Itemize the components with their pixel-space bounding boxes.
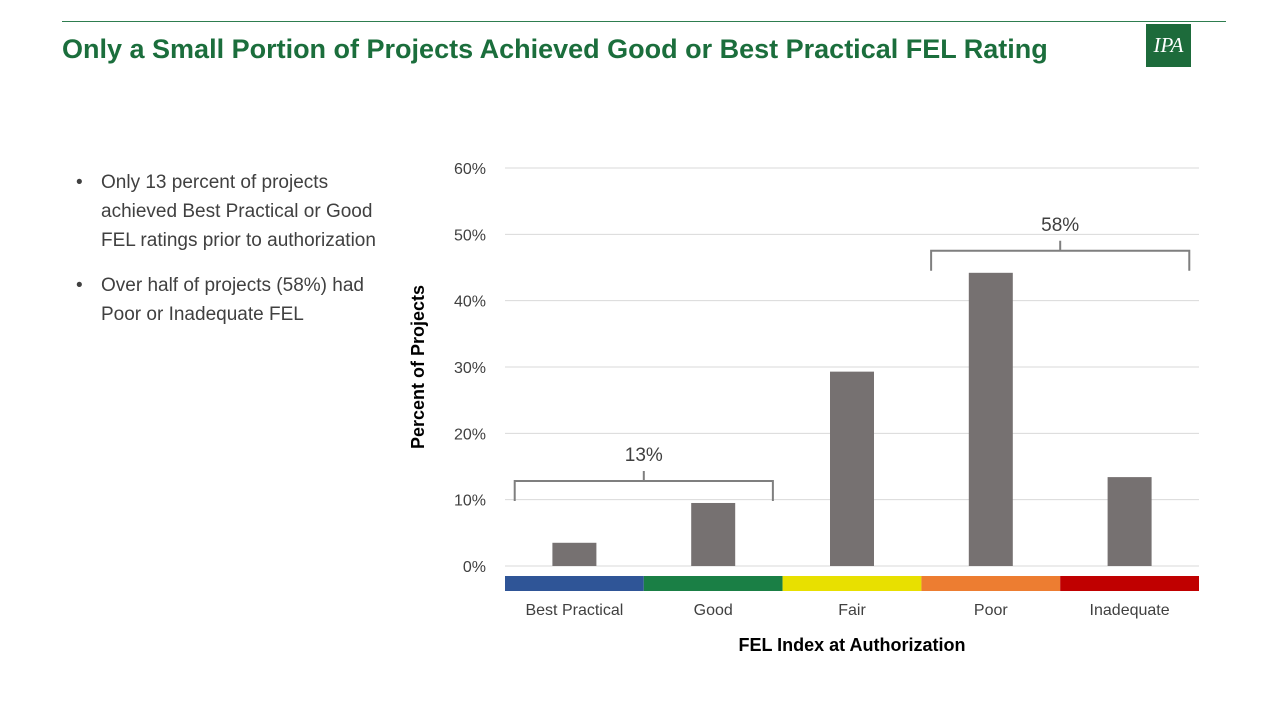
slide-title: Only a Small Portion of Projects Achieve… [62, 34, 1048, 64]
y-tick-label: 10% [454, 493, 486, 510]
x-tick-label: Best Practical [525, 602, 623, 619]
bar [1107, 477, 1152, 566]
category-color-band [505, 576, 644, 591]
y-tick-label: 30% [454, 360, 486, 377]
ipa-logo: IPA [1146, 24, 1191, 67]
group-bracket [930, 240, 1191, 271]
x-tick-label: Good [694, 602, 733, 619]
bar [968, 272, 1013, 566]
group-bracket-label: 58% [1041, 215, 1079, 236]
bullet-marker: • [76, 275, 83, 296]
bullet-item: • Only 13 percent of projects achieved B… [76, 168, 386, 255]
y-tick-label: 0% [463, 559, 486, 576]
category-color-band [921, 576, 1061, 591]
category-color-band [782, 576, 922, 591]
bullet-text: Only 13 percent of projects achieved Bes… [101, 172, 376, 251]
x-axis-title: FEL Index at Authorization [738, 635, 965, 655]
bar [830, 371, 874, 566]
y-tick-label: 60% [454, 161, 486, 178]
title-rule [62, 21, 1226, 22]
y-tick-label: 40% [454, 294, 486, 311]
bullet-item: • Over half of projects (58%) had Poor o… [76, 271, 386, 329]
x-tick-label: Poor [974, 602, 1008, 619]
y-axis-title: Percent of Projects [408, 285, 428, 449]
bullet-text: Over half of projects (58%) had Poor or … [101, 275, 364, 325]
category-color-band [643, 576, 783, 591]
bullet-marker: • [76, 172, 83, 193]
y-tick-label: 20% [454, 426, 486, 443]
group-bracket [513, 470, 774, 501]
group-bracket-label: 13% [625, 445, 663, 466]
bar [552, 542, 597, 566]
y-tick-label: 50% [454, 227, 486, 244]
bar [691, 502, 736, 566]
x-tick-label: Fair [838, 602, 866, 619]
x-tick-label: Inadequate [1090, 602, 1170, 619]
bullet-list: • Only 13 percent of projects achieved B… [76, 168, 386, 345]
category-color-band [1060, 576, 1199, 591]
